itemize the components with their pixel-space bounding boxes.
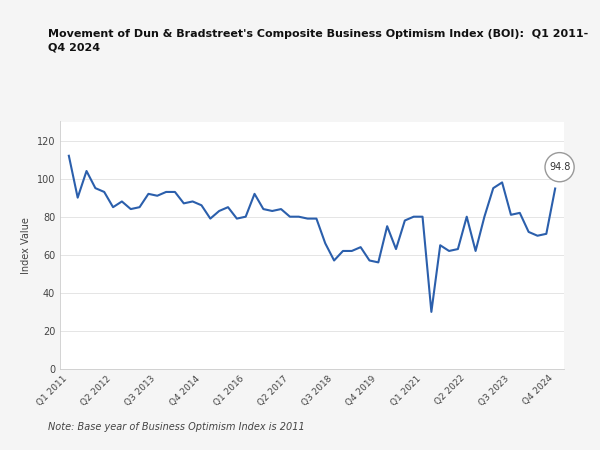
Y-axis label: Index Value: Index Value <box>21 217 31 274</box>
Text: Movement of Dun & Bradstreet's Composite Business Optimism Index (BOI):  Q1 2011: Movement of Dun & Bradstreet's Composite… <box>48 29 588 39</box>
Text: Note: Base year of Business Optimism Index is 2011: Note: Base year of Business Optimism Ind… <box>48 422 305 432</box>
Text: 94.8: 94.8 <box>549 162 570 172</box>
Text: Q4 2024: Q4 2024 <box>48 43 100 53</box>
